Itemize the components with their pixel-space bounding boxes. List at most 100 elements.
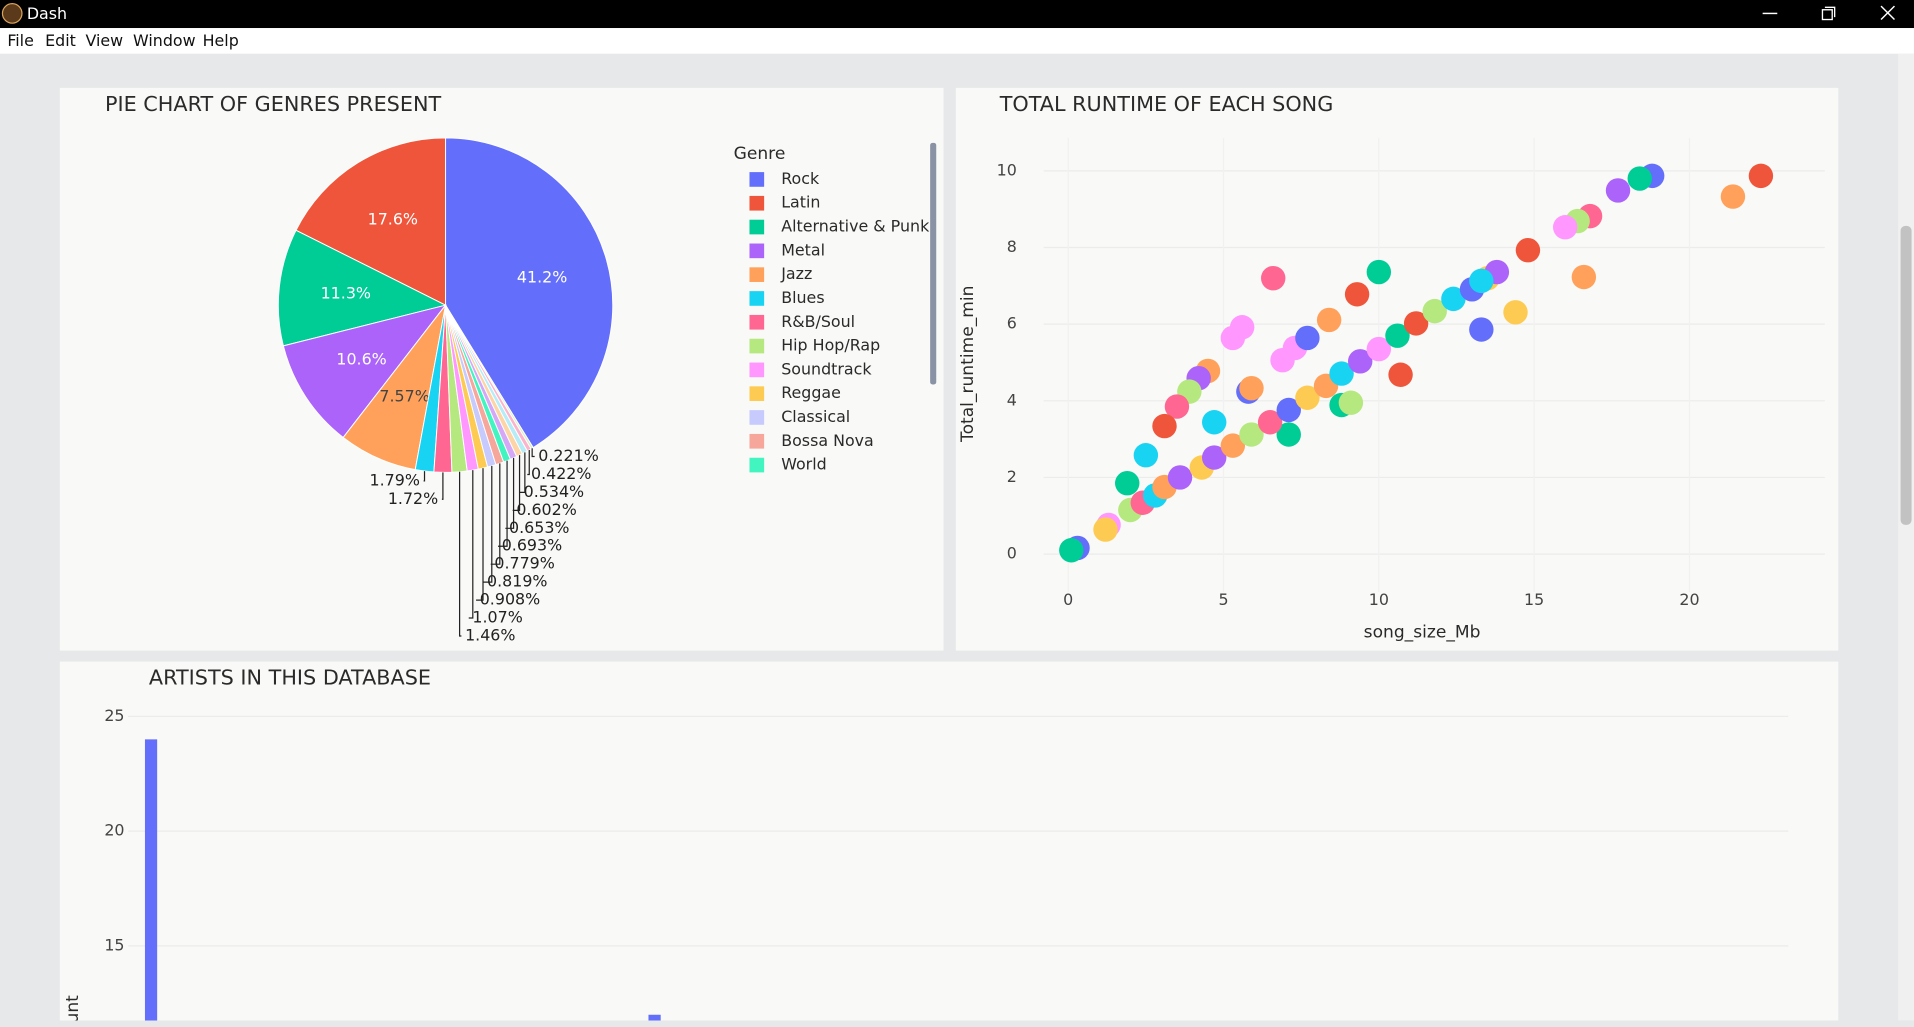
scatter-point: [1167, 465, 1193, 490]
leader-line: [490, 463, 501, 565]
slice-label: 0.779%: [494, 554, 554, 573]
y-tick-label: 8: [1007, 237, 1017, 256]
scatter-point: [1201, 445, 1227, 470]
legend-label[interactable]: Classical: [781, 407, 850, 426]
scatter-point: [1276, 422, 1301, 447]
panel: [59, 661, 1839, 1027]
slice-label: 0.602%: [516, 500, 576, 519]
legend-label[interactable]: Metal: [781, 240, 825, 259]
scatter-point: [1239, 375, 1264, 401]
scatter-point: [1627, 166, 1652, 191]
x-tick-label: 20: [1679, 590, 1699, 609]
legend-label[interactable]: Alternative & Punk: [781, 217, 930, 236]
slice-label: 1.72%: [388, 489, 438, 508]
close-button[interactable]: [1880, 5, 1895, 21]
scatter-point: [1469, 317, 1494, 342]
scatter-point: [1515, 238, 1541, 263]
legend-swatch[interactable]: [749, 338, 765, 354]
legend-swatch[interactable]: [749, 386, 765, 401]
slice-label: 7.57%: [379, 386, 429, 405]
x-tick-label: 0: [1063, 590, 1073, 609]
legend-title: Genre: [734, 144, 786, 164]
legend-label[interactable]: Latin: [781, 193, 820, 212]
scatter-point: [1385, 323, 1410, 348]
legend-label[interactable]: Hip Hop/Rap: [781, 336, 880, 355]
scrollbar-thumb[interactable]: [1900, 225, 1912, 525]
leader-line: [441, 472, 444, 500]
scatter-point: [1220, 433, 1246, 458]
scatter-point: [1152, 413, 1177, 439]
y-tick-label: 15: [104, 935, 124, 954]
scatter-point: [1503, 300, 1528, 325]
legend-label[interactable]: Jazz: [780, 264, 812, 283]
scatter-point: [1748, 163, 1774, 189]
legend-swatch[interactable]: [749, 433, 765, 449]
legend-scrollbar[interactable]: [930, 142, 937, 385]
slice-label: 11.3%: [321, 284, 371, 303]
legend-label[interactable]: World: [781, 455, 826, 474]
legend-swatch[interactable]: [749, 267, 765, 282]
y-tick-label: 4: [1007, 390, 1017, 409]
legend-swatch[interactable]: [749, 195, 765, 211]
legend-swatch[interactable]: [749, 457, 765, 473]
scatter-point: [1338, 390, 1364, 415]
leader-line: [498, 460, 508, 547]
legend-swatch[interactable]: [749, 172, 765, 187]
scatter-point: [1571, 264, 1597, 290]
legend-swatch[interactable]: [749, 291, 765, 306]
scrollbar-track: [1898, 53, 1914, 1021]
leader-line: [531, 448, 535, 458]
legend-swatch[interactable]: [749, 219, 765, 235]
slice-label: 17.6%: [368, 209, 418, 228]
menu-item[interactable]: View: [85, 31, 123, 50]
legend-swatch[interactable]: [749, 243, 765, 259]
x-axis-label: song_size_Mb: [1364, 622, 1481, 642]
chart-title: PIE CHART OF GENRES PRESENT: [105, 92, 442, 116]
slice-label: 0.534%: [524, 482, 584, 501]
legend-swatch[interactable]: [749, 362, 765, 378]
legend-label[interactable]: Rock: [781, 169, 820, 188]
pie-slice: [277, 229, 447, 347]
legend-swatch[interactable]: [749, 410, 765, 425]
y-tick-label: 0: [1007, 544, 1017, 563]
scatter-point: [1344, 282, 1370, 307]
scatter-point: [1316, 307, 1342, 333]
leader-line: [476, 468, 484, 601]
restore-button[interactable]: [1821, 6, 1836, 21]
scatter-point: [1347, 349, 1373, 374]
x-tick-label: 15: [1524, 590, 1544, 609]
y-tick-label: 25: [104, 706, 124, 725]
legend-label[interactable]: Soundtrack: [781, 359, 872, 378]
legend-label[interactable]: Bossa Nova: [781, 431, 874, 450]
scatter-point: [1403, 311, 1429, 336]
y-tick-label: 6: [1007, 314, 1017, 333]
scatter-point: [1295, 385, 1320, 410]
slice-label: 10.6%: [336, 350, 386, 369]
legend-label[interactable]: Reggae: [781, 383, 841, 402]
leader-line: [512, 455, 521, 511]
leader-line: [468, 470, 474, 619]
slice-label: 1.46%: [465, 625, 515, 644]
scatter-point: [1239, 422, 1264, 447]
slice-label: 0.653%: [509, 518, 569, 537]
slice-label: 0.422%: [531, 464, 591, 483]
menu-item[interactable]: File: [7, 31, 34, 50]
legend-swatch[interactable]: [749, 314, 765, 330]
scatter-point: [1164, 394, 1190, 419]
menu-item[interactable]: Help: [203, 31, 239, 50]
x-tick-label: 5: [1218, 590, 1228, 609]
scatter-point: [1093, 517, 1118, 542]
menu-item[interactable]: Edit: [45, 31, 76, 50]
y-axis-label: Total_runtime_min: [958, 286, 978, 443]
legend-label[interactable]: Blues: [781, 288, 824, 307]
slice-label: 0.908%: [480, 590, 540, 609]
scatter-point: [1133, 443, 1159, 468]
scatter-point: [1366, 259, 1392, 285]
menu-item[interactable]: Window: [133, 31, 196, 50]
legend-label[interactable]: R&B/Soul: [781, 312, 855, 331]
pie-slice: [282, 304, 447, 439]
scatter-point: [1220, 325, 1246, 351]
scatter-point: [1115, 470, 1140, 496]
x-tick-label: 10: [1369, 590, 1389, 609]
scatter-point: [1720, 184, 1746, 209]
